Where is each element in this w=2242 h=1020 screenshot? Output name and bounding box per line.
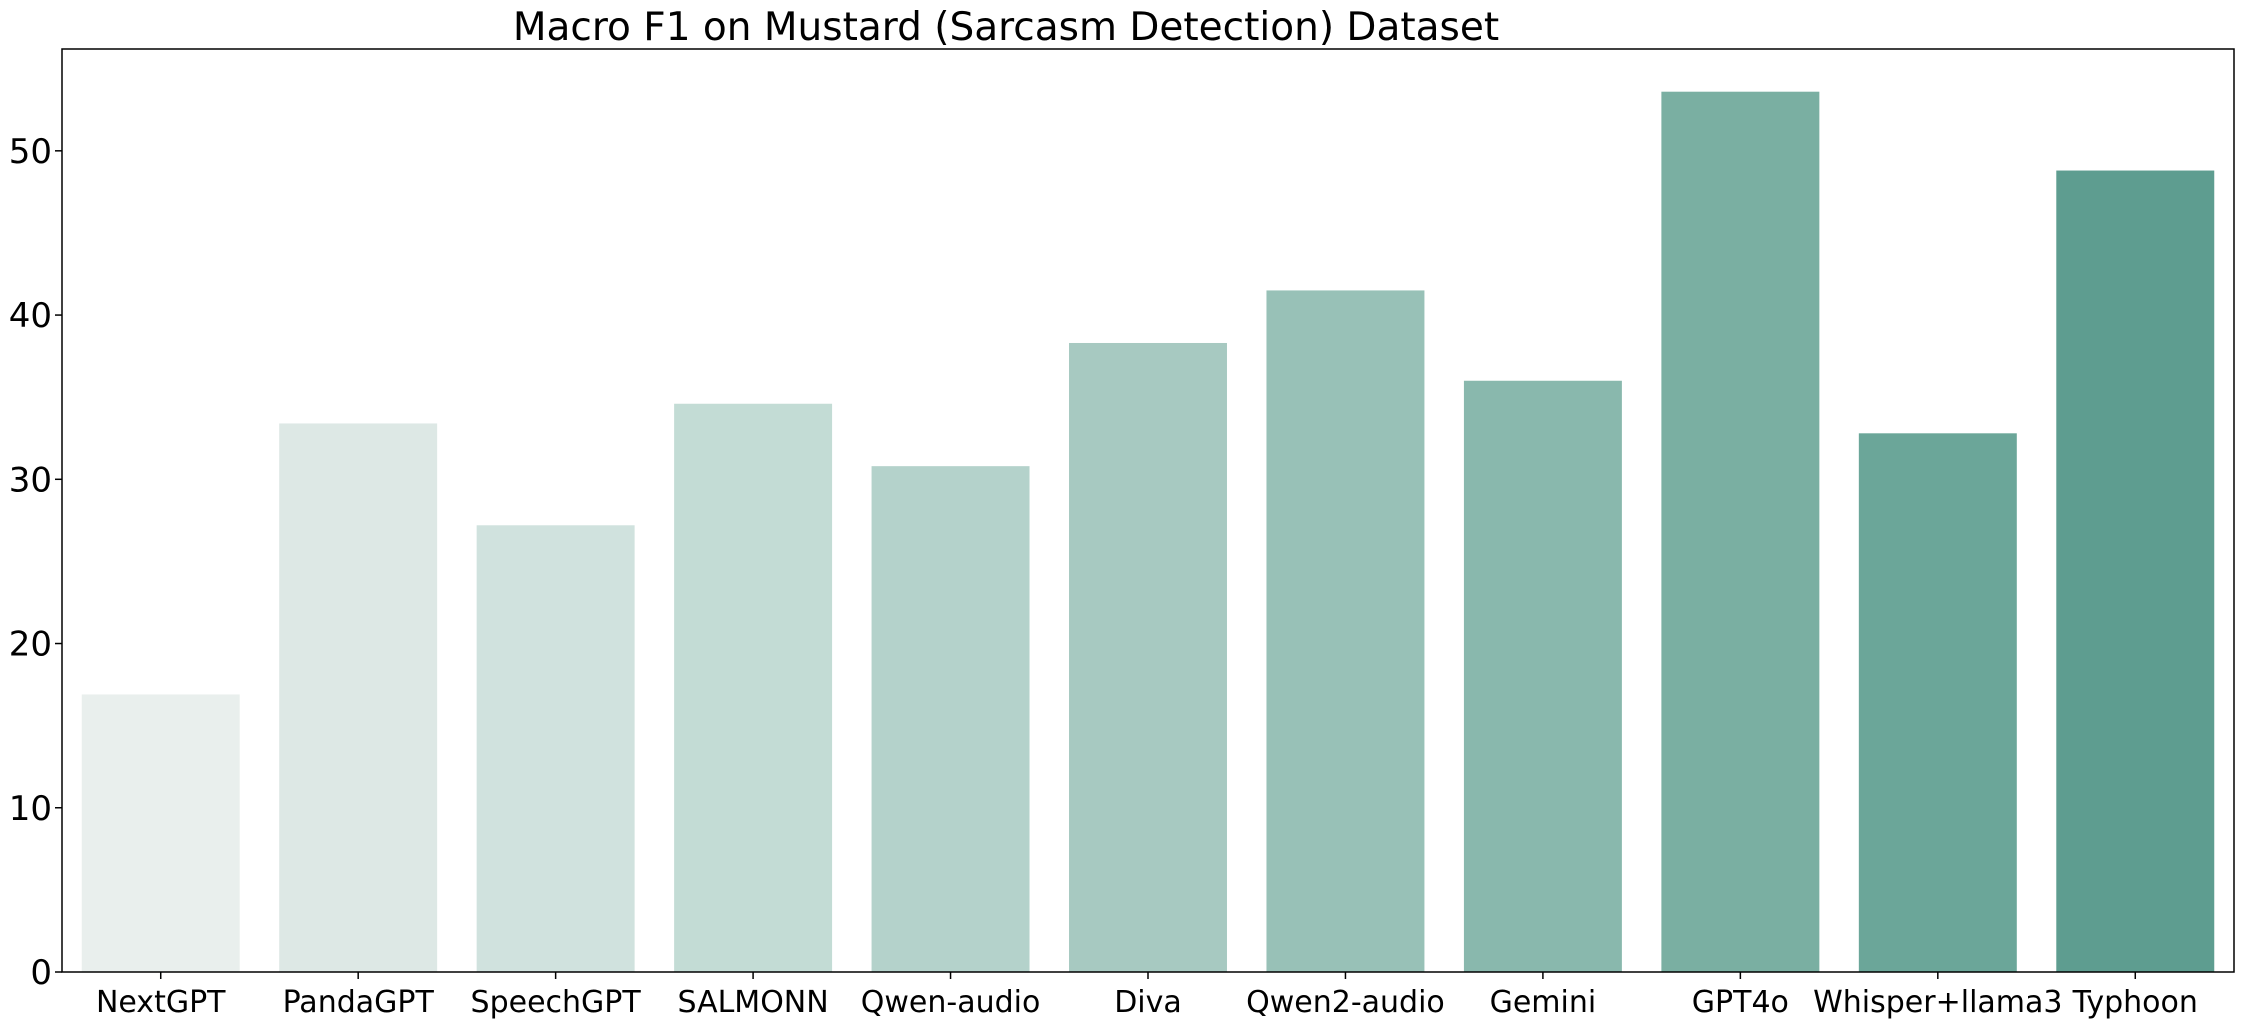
y-tick-label: 10	[9, 789, 52, 829]
x-tick-label: SALMONN	[677, 985, 828, 1020]
x-tick-label: Qwen-audio	[861, 985, 1041, 1020]
x-tick-label: NextGPT	[96, 985, 226, 1020]
bar-pandagpt	[279, 423, 438, 972]
x-axis: NextGPT PandaGPT SpeechGPT SALMONN Qwen-audi…	[96, 972, 2198, 1020]
x-tick-label: Whisper+llama3	[1813, 985, 2062, 1020]
bar-diva	[1069, 342, 1227, 972]
y-axis: 0 10 20 30 40 50	[9, 132, 62, 993]
x-tick-label: Qwen2-audio	[1246, 985, 1445, 1020]
y-tick-label: 50	[9, 132, 52, 172]
x-tick-label: PandaGPT	[283, 985, 435, 1020]
chart-title: Macro F1 on Mustard (Sarcasm Detection) …	[513, 5, 1499, 50]
y-tick-label: 30	[9, 460, 52, 500]
x-tick-label: SpeechGPT	[471, 985, 642, 1020]
y-tick-label: 40	[9, 296, 52, 336]
x-tick-label: GPT4o	[1692, 985, 1789, 1020]
bar-whisper-llama3	[1858, 433, 2017, 973]
x-tick-label: Gemini	[1490, 985, 1597, 1020]
x-tick-label: Typhoon	[2072, 985, 2198, 1020]
bar-qwen2-audio	[1266, 290, 1425, 972]
bar-gemini	[1463, 380, 1622, 972]
bar-typhoon	[2056, 170, 2215, 972]
bar-salmonn	[674, 403, 833, 973]
bar-gpt4o	[1661, 91, 1820, 973]
bar-speechgpt	[476, 525, 635, 972]
bar-nextgpt	[81, 694, 240, 972]
x-tick-label: Diva	[1114, 985, 1182, 1020]
bar-qwen-audio	[871, 466, 1030, 972]
plot-frame	[61, 48, 2235, 973]
bars	[81, 91, 2215, 973]
y-tick-label: 20	[9, 625, 52, 665]
y-tick-label: 0	[30, 953, 52, 993]
